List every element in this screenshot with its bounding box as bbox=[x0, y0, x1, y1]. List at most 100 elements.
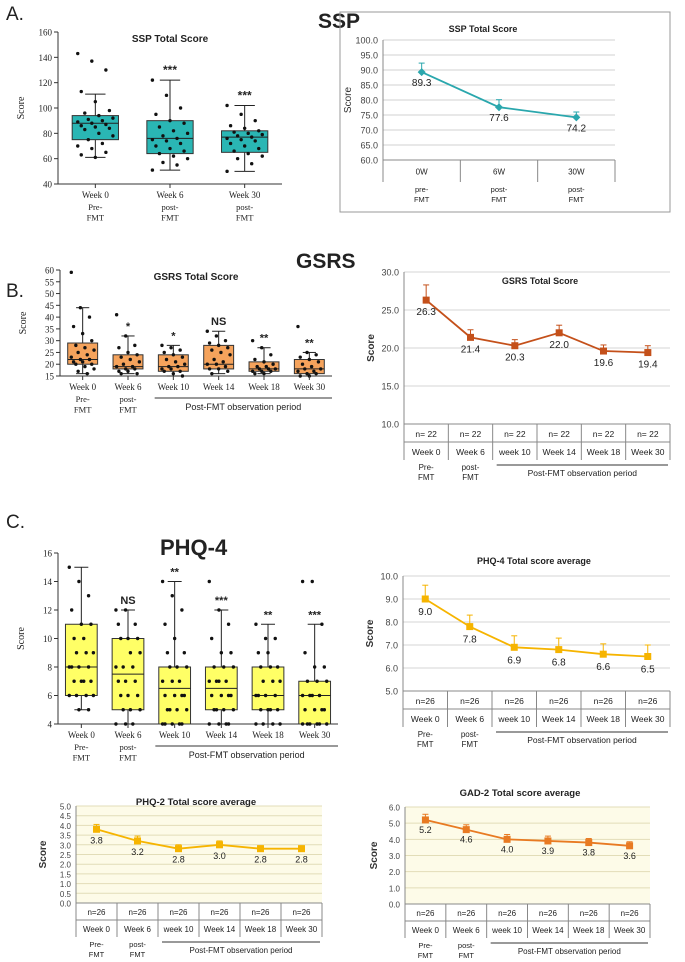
data-point bbox=[312, 708, 317, 712]
data-point bbox=[256, 651, 261, 655]
x-tick-label: Week 0 bbox=[82, 190, 110, 200]
y-tick-label: 8 bbox=[48, 663, 53, 673]
data-point bbox=[182, 121, 186, 125]
y-tick-label: 1.0 bbox=[60, 880, 72, 889]
data-point bbox=[107, 108, 112, 113]
data-point bbox=[163, 693, 167, 698]
data-point bbox=[225, 169, 229, 174]
data-point bbox=[114, 608, 118, 612]
x-category-label: Week 18 bbox=[587, 447, 621, 457]
data-marker bbox=[466, 623, 474, 631]
n-label: n=26 bbox=[416, 696, 435, 706]
y-tick-label: 2.0 bbox=[389, 868, 401, 877]
n-label: n=26 bbox=[416, 909, 435, 918]
n-label: n=26 bbox=[210, 908, 229, 917]
data-point bbox=[97, 113, 101, 118]
data-label: 3.6 bbox=[623, 851, 636, 861]
n-label: n=26 bbox=[549, 696, 568, 706]
data-label: 26.3 bbox=[416, 307, 436, 318]
x-category-label: Week 14 bbox=[204, 925, 236, 934]
data-point bbox=[214, 362, 219, 366]
data-point bbox=[126, 350, 130, 355]
data-point bbox=[255, 364, 259, 369]
x-category-label: Week 0 bbox=[83, 925, 111, 934]
data-label: 7.8 bbox=[463, 635, 477, 646]
data-point bbox=[92, 348, 96, 352]
data-point bbox=[298, 355, 302, 359]
data-point bbox=[79, 124, 83, 128]
panel-a-heading: SSP bbox=[318, 10, 360, 33]
data-point bbox=[209, 636, 214, 641]
y-axis-label: Score bbox=[16, 96, 27, 119]
data-point bbox=[104, 150, 108, 155]
n-label: n=26 bbox=[505, 696, 524, 706]
phq4-line-chart: 5.0 6.0 7.0 8.0 9.0 10.0 Score PHQ-4 Total scor… bbox=[365, 556, 671, 749]
data-point bbox=[271, 722, 275, 726]
y-tick-label: 160 bbox=[39, 28, 53, 38]
data-point bbox=[74, 693, 79, 698]
data-point bbox=[100, 118, 105, 123]
data-point bbox=[259, 665, 263, 669]
n-label: n=26 bbox=[457, 909, 476, 918]
data-label: 4.6 bbox=[460, 835, 473, 845]
data-point bbox=[228, 353, 232, 357]
data-point bbox=[180, 608, 184, 612]
y-tick-label: 35 bbox=[45, 324, 55, 334]
data-point bbox=[82, 636, 86, 641]
x-sublabel: post- bbox=[162, 202, 179, 212]
data-point bbox=[228, 141, 233, 146]
data-point bbox=[310, 579, 314, 584]
y-tick-label: 60 bbox=[45, 266, 55, 276]
data-point bbox=[123, 679, 128, 683]
data-point bbox=[138, 651, 142, 655]
y-tick-label: 6.0 bbox=[385, 664, 398, 674]
data-point bbox=[83, 364, 87, 369]
data-point bbox=[89, 679, 93, 683]
data-point bbox=[310, 693, 314, 698]
data-point bbox=[104, 122, 108, 127]
x-sublabel: post- bbox=[129, 940, 146, 949]
x-tick-label: Week 10 bbox=[158, 382, 190, 392]
data-label: 2.8 bbox=[172, 855, 185, 865]
n-label: n=26 bbox=[539, 909, 558, 918]
n-label: n= 22 bbox=[593, 429, 615, 439]
data-point bbox=[305, 371, 309, 376]
data-point bbox=[170, 679, 174, 683]
y-tick-label: 8.0 bbox=[385, 618, 398, 628]
x-sublabel: post- bbox=[491, 185, 508, 194]
y-tick-label: 10.0 bbox=[381, 420, 399, 430]
data-point bbox=[130, 364, 135, 369]
significance-label: * bbox=[171, 330, 176, 342]
y-tick-label: 3.0 bbox=[60, 841, 72, 850]
data-point bbox=[180, 722, 184, 726]
y-tick-label: 55 bbox=[45, 277, 55, 287]
y-tick-label: 4.0 bbox=[60, 822, 72, 831]
data-point bbox=[117, 346, 121, 350]
data-point bbox=[165, 708, 170, 712]
data-point bbox=[259, 708, 263, 712]
n-label: n=26 bbox=[638, 696, 657, 706]
y-tick-label: 75.0 bbox=[360, 111, 378, 121]
data-point bbox=[86, 708, 91, 712]
data-point bbox=[239, 137, 243, 142]
data-marker bbox=[572, 113, 581, 122]
y-axis-label: Score bbox=[366, 334, 377, 362]
data-point bbox=[269, 369, 273, 373]
x-category-label: Week 0 bbox=[412, 926, 440, 935]
x-category-label: Week 14 bbox=[542, 714, 576, 724]
data-point bbox=[260, 154, 264, 158]
x-sublabel: FMT bbox=[459, 951, 475, 960]
data-point bbox=[71, 324, 76, 329]
x-sublabel: Pre- bbox=[419, 463, 434, 472]
y-tick-label: 50 bbox=[45, 289, 55, 299]
data-point bbox=[78, 357, 83, 362]
y-tick-label: 85.0 bbox=[360, 81, 378, 91]
n-label: n=26 bbox=[292, 908, 311, 917]
data-point bbox=[260, 346, 264, 350]
x-category-label: Week 6 bbox=[455, 714, 484, 724]
x-category-label: Week 6 bbox=[453, 926, 481, 935]
data-point bbox=[271, 362, 275, 366]
gsrs-line-chart: 10.0 15.0 20.0 25.0 30.0 Score GSRS Total Scor… bbox=[366, 268, 671, 482]
data-point bbox=[315, 722, 319, 726]
data-point bbox=[266, 367, 271, 371]
